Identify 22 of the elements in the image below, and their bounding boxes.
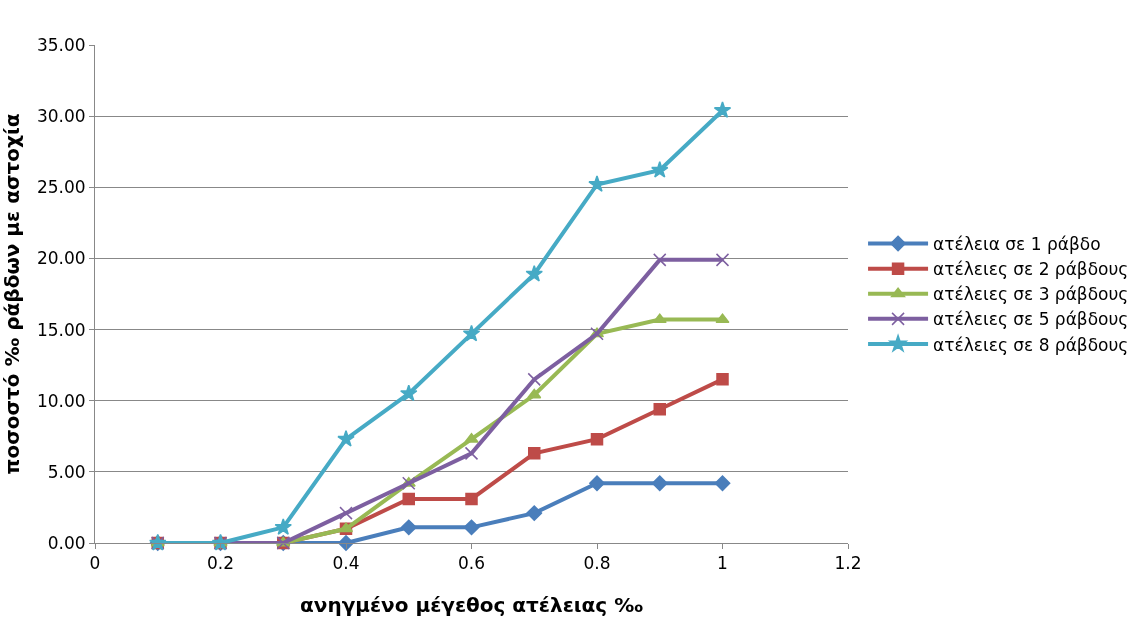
- x-tick-label: 0.4: [332, 553, 360, 574]
- y-tick-label: 5.00: [47, 461, 86, 482]
- x-tick-label: 0.2: [206, 553, 235, 574]
- x-tick-label: 0: [89, 553, 101, 574]
- legend-label: ατέλειες σε 5 ράβδους: [933, 309, 1129, 330]
- legend-label: ατέλειες σε 2 ράβδους: [933, 259, 1129, 280]
- y-tick-label: 30.00: [36, 106, 86, 127]
- legend-label: ατέλειες σε 8 ράβδους: [933, 334, 1129, 355]
- legend-label: ατέλειες σε 3 ράβδους: [933, 284, 1129, 305]
- y-tick-label: 20.00: [36, 248, 86, 269]
- y-tick-label: 35.00: [36, 34, 86, 55]
- y-axis-title: ποσοστό ‰ ράβδων με αστοχία: [0, 113, 24, 475]
- y-tick-label: 10.00: [36, 390, 86, 411]
- y-tick-label: 0.00: [47, 532, 86, 553]
- y-tick-label: 25.00: [36, 177, 86, 198]
- x-tick-label: 1: [717, 553, 728, 574]
- y-tick-label: 15.00: [36, 319, 86, 340]
- x-tick-label: 0.8: [583, 553, 611, 574]
- x-tick-label: 0.6: [457, 553, 486, 574]
- legend-label: ατέλεια σε 1 ράβδο: [933, 234, 1101, 255]
- x-tick-label: 1.2: [834, 553, 862, 574]
- x-axis-title: ανηγμένο μέγεθος ατέλειας ‰: [300, 592, 644, 617]
